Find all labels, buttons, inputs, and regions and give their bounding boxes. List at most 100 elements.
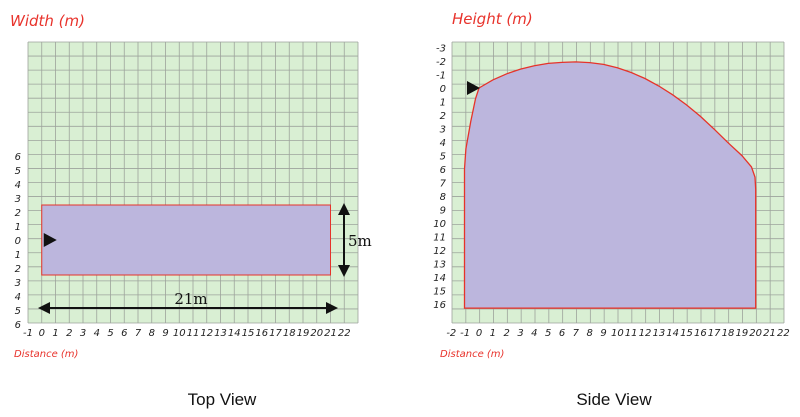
side-sensor-icon — [467, 81, 480, 95]
length-dimension-arrow — [38, 302, 338, 314]
y-tick-label: 13 — [433, 260, 446, 271]
x-tick-label: 3 — [517, 328, 523, 339]
x-tick-label: 17 — [708, 328, 721, 339]
y-tick-label: 7 — [440, 179, 447, 190]
x-tick-label: 16 — [694, 328, 707, 339]
y-tick-label: -1 — [436, 71, 446, 82]
y-tick-label: 4 — [15, 292, 21, 303]
top-x-axis-title: Distance (m) — [14, 349, 78, 360]
y-tick-label: 2 — [440, 111, 446, 122]
y-tick-label: 11 — [433, 233, 446, 244]
x-tick-label: 11 — [187, 328, 200, 339]
x-tick-label: 10 — [611, 328, 624, 339]
side-coverage-area — [463, 61, 757, 309]
y-tick-label: 6 — [440, 165, 446, 176]
y-tick-label: 12 — [433, 246, 446, 257]
side-x-axis-title: Distance (m) — [440, 349, 504, 360]
y-tick-label: 9 — [440, 206, 446, 217]
x-tick-label: 8 — [149, 328, 155, 339]
x-tick-label: 16 — [255, 328, 268, 339]
top-view-panel: Width (m) -1 0 1 2 3 4 5 6 7 8 9 10 11 12 13 14 15 16 17 18… — [10, 12, 372, 409]
x-tick-label: 5 — [107, 328, 113, 339]
x-tick-label: 18 — [283, 328, 296, 339]
y-tick-label: 2 — [15, 264, 21, 275]
x-tick-label: 5 — [545, 328, 551, 339]
y-tick-label: 10 — [433, 219, 446, 230]
side-x-tick-labels: -2 -1 0 1 2 3 4 5 6 7 8 9 10 11 12 13 14 15 16 17 18 19 20 21 22 — [446, 328, 789, 339]
x-tick-label: 0 — [476, 328, 482, 339]
x-tick-label: 9 — [162, 328, 168, 339]
y-tick-label: 3 — [15, 278, 21, 289]
length-dimension-label: 21m — [174, 290, 207, 308]
x-tick-label: 2 — [66, 328, 72, 339]
y-tick-label: 4 — [15, 180, 21, 191]
y-tick-label: 1 — [15, 250, 21, 261]
top-coverage-area — [41, 204, 331, 276]
x-tick-label: -2 — [446, 328, 456, 339]
x-tick-label: 20 — [310, 328, 323, 339]
x-tick-label: 4 — [94, 328, 100, 339]
x-tick-label: 1 — [490, 328, 496, 339]
y-tick-label: 16 — [433, 300, 446, 311]
y-tick-label: 5 — [15, 306, 21, 317]
x-tick-label: 12 — [200, 328, 213, 339]
top-grid-lines — [27, 41, 359, 324]
x-tick-label: -1 — [460, 328, 470, 339]
x-tick-label: 7 — [573, 328, 580, 339]
x-tick-label: 14 — [228, 328, 241, 339]
side-view-title: Side View — [576, 390, 652, 409]
x-tick-label: 21 — [763, 328, 776, 339]
x-tick-label: 20 — [749, 328, 762, 339]
x-tick-label: 22 — [338, 328, 351, 339]
y-tick-label: 14 — [433, 273, 446, 284]
y-tick-label: 1 — [15, 222, 21, 233]
x-tick-label: 0 — [39, 328, 45, 339]
y-tick-label: 8 — [440, 192, 446, 203]
x-tick-label: 14 — [666, 328, 679, 339]
y-tick-label: 0 — [15, 236, 21, 247]
x-tick-label: 6 — [121, 328, 127, 339]
y-tick-label: 6 — [15, 152, 21, 163]
x-tick-label: 13 — [214, 328, 227, 339]
x-tick-label: 15 — [242, 328, 255, 339]
top-y-axis-title: Width (m) — [10, 12, 85, 30]
y-tick-label: 5 — [440, 152, 446, 163]
x-tick-label: -1 — [23, 328, 33, 339]
y-tick-label: 2 — [15, 208, 21, 219]
x-tick-label: 8 — [586, 328, 592, 339]
top-x-tick-labels: -1 0 1 2 3 4 5 6 7 8 9 10 11 12 13 14 15 16 17 18 19 20 21 22 — [23, 328, 351, 339]
side-y-axis-title: Height (m) — [452, 10, 533, 28]
x-tick-label: 2 — [503, 328, 509, 339]
x-tick-label: 3 — [80, 328, 86, 339]
top-sensor-icon — [43, 233, 57, 247]
x-tick-label: 19 — [297, 328, 310, 339]
y-tick-label: 15 — [433, 287, 446, 298]
top-y-tick-labels: 6 5 4 3 2 1 0 1 2 3 4 5 6 — [15, 152, 21, 331]
x-tick-label: 21 — [324, 328, 337, 339]
x-tick-label: 22 — [777, 328, 790, 339]
width-dimension-arrow — [338, 203, 350, 277]
x-tick-label: 18 — [722, 328, 735, 339]
x-tick-label: 10 — [173, 328, 186, 339]
x-tick-label: 13 — [652, 328, 665, 339]
y-tick-label: 6 — [15, 320, 21, 331]
x-tick-label: 15 — [680, 328, 693, 339]
x-tick-label: 19 — [735, 328, 748, 339]
y-tick-label: 3 — [15, 194, 21, 205]
y-tick-label: 3 — [440, 125, 446, 136]
y-tick-label: -3 — [436, 44, 446, 55]
y-tick-label: 0 — [440, 84, 446, 95]
x-tick-label: 6 — [559, 328, 565, 339]
y-tick-label: 4 — [440, 138, 446, 149]
y-tick-label: 1 — [440, 98, 446, 109]
x-tick-label: 11 — [625, 328, 638, 339]
x-tick-label: 7 — [135, 328, 142, 339]
x-tick-label: 9 — [600, 328, 606, 339]
top-view-title: Top View — [188, 390, 257, 409]
x-tick-label: 17 — [269, 328, 282, 339]
width-dimension-label: 5m — [348, 232, 372, 250]
y-tick-label: 5 — [15, 166, 21, 177]
x-tick-label: 1 — [52, 328, 58, 339]
